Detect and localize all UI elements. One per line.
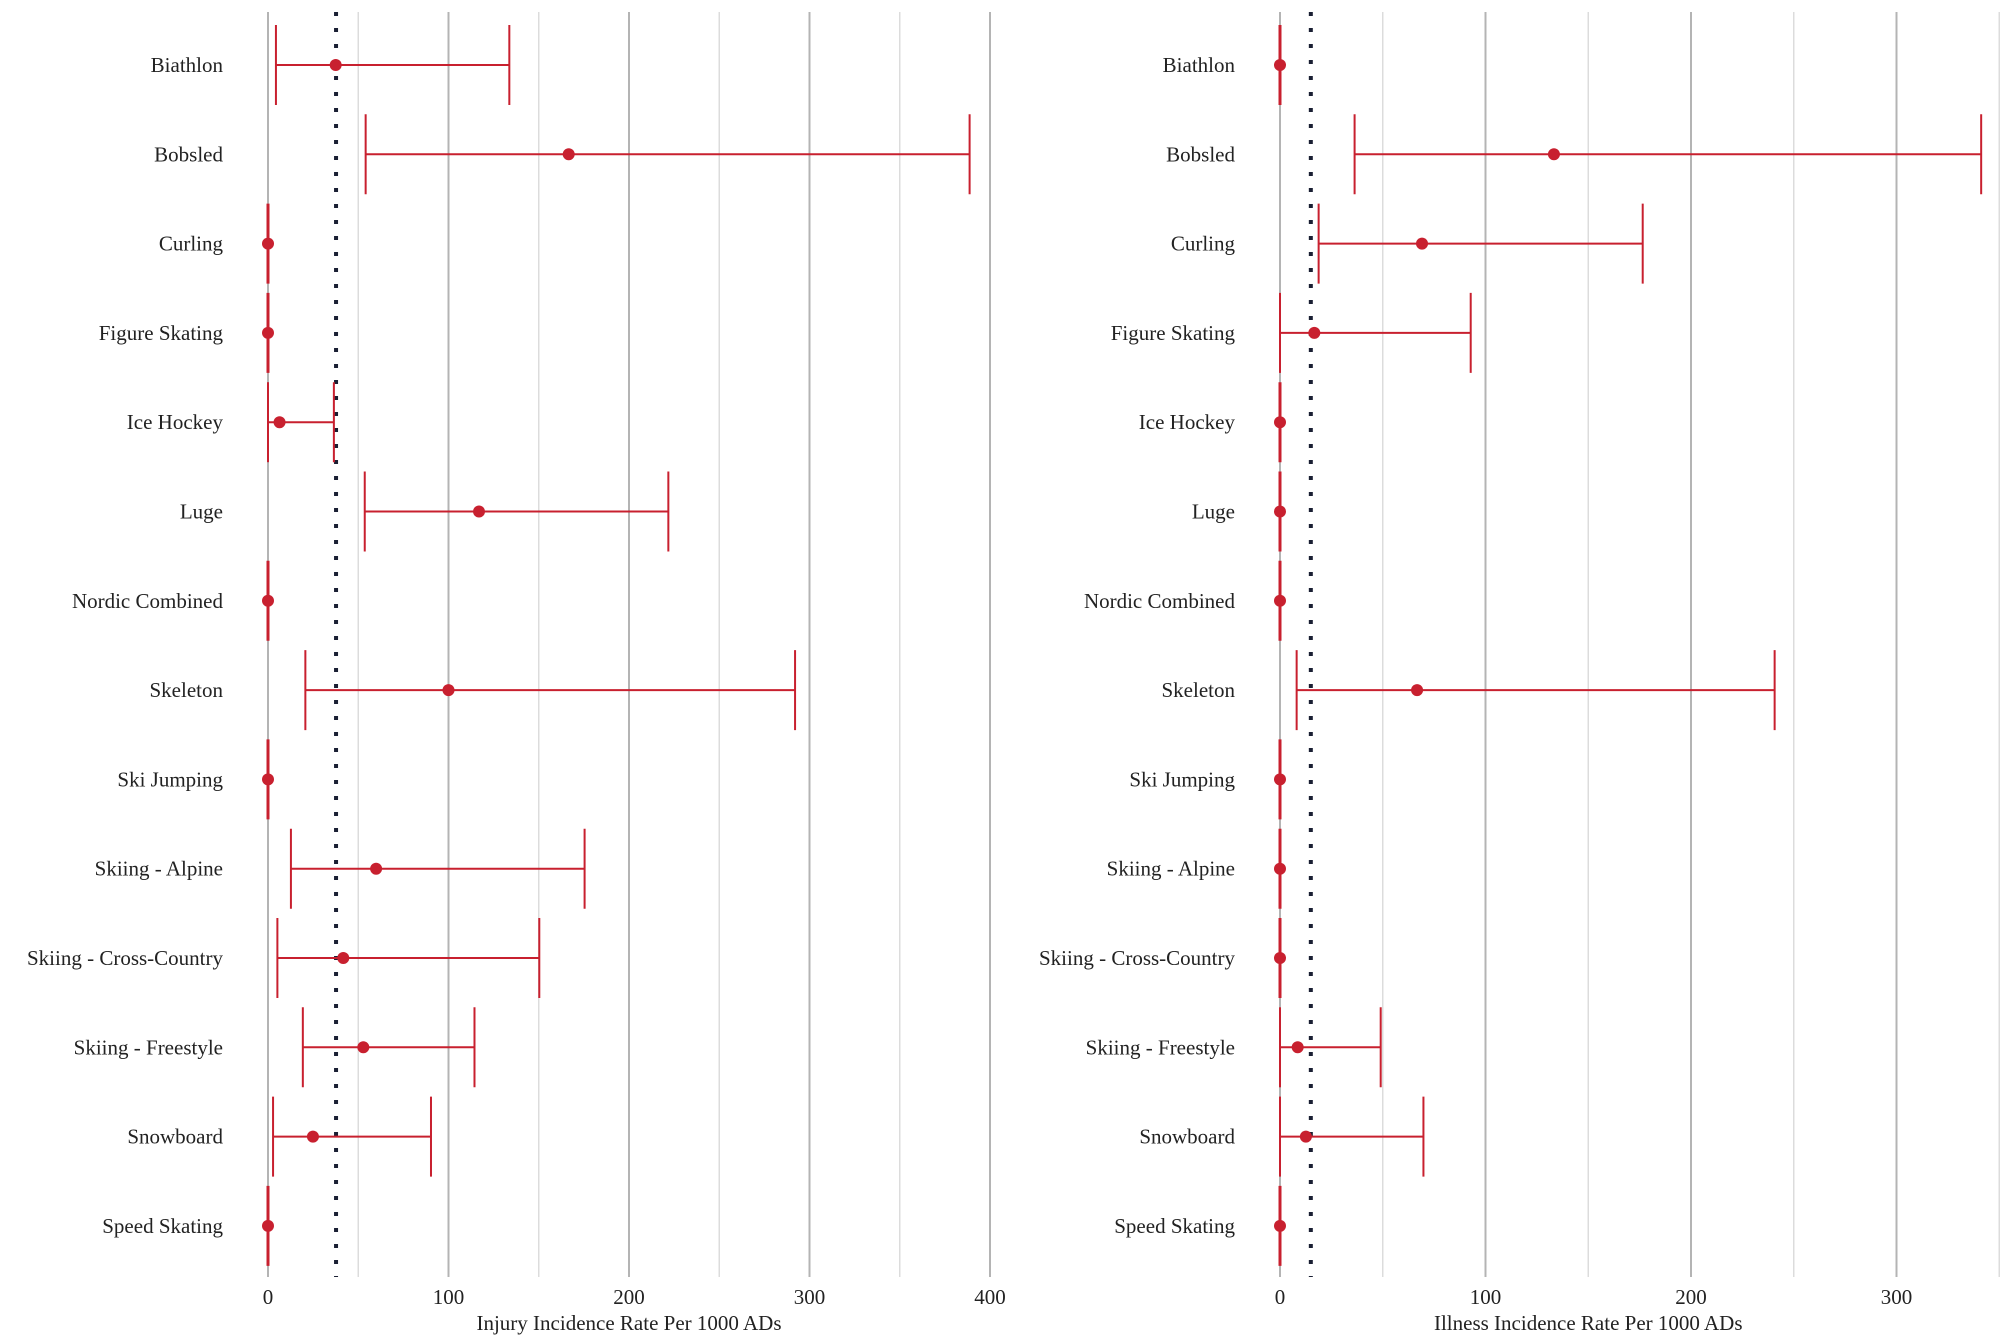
panel-injury: 0 100 200 300 400 Biathlon Bobsled Curling Figur… <box>27 12 1006 1335</box>
category-label: Speed Skating <box>102 1214 223 1238</box>
point-estimate <box>1299 1130 1312 1143</box>
point-estimate <box>1308 326 1321 339</box>
point-estimate <box>262 594 274 607</box>
x-tick-label: 200 <box>613 1285 645 1309</box>
x-tick-label: 100 <box>1470 1285 1502 1309</box>
x-tick-label: 300 <box>1881 1285 1913 1309</box>
point-estimate <box>1274 505 1286 518</box>
category-label: Curling <box>1171 232 1236 256</box>
point-estimate <box>337 952 350 964</box>
point-estimate <box>1291 1041 1304 1054</box>
point-estimate <box>1547 148 1560 161</box>
category-label: Biathlon <box>151 53 224 77</box>
point-estimate <box>370 862 383 875</box>
point-estimate <box>1416 237 1429 250</box>
category-label: Biathlon <box>1163 53 1236 77</box>
category-label: Curling <box>159 232 224 256</box>
category-label: Skeleton <box>1162 678 1236 702</box>
point-estimate <box>262 773 274 786</box>
x-axis-title: Illness Incidence Rate Per 1000 ADs <box>1434 1311 1743 1335</box>
point-estimate <box>262 237 274 250</box>
x-tick-label: 300 <box>794 1285 826 1309</box>
x-axis-title: Injury Incidence Rate Per 1000 ADs <box>476 1311 781 1335</box>
point-estimate <box>273 416 286 429</box>
category-label: Skiing - Freestyle <box>74 1035 223 1059</box>
category-label: Ski Jumping <box>1129 767 1235 791</box>
point-estimate <box>1411 684 1424 697</box>
point-estimate <box>1274 1219 1286 1232</box>
category-label: Ski Jumping <box>117 767 223 791</box>
category-label: Nordic Combined <box>72 589 224 613</box>
category-label: Figure Skating <box>99 321 224 345</box>
point-estimate <box>306 1130 319 1143</box>
point-estimate <box>442 684 455 697</box>
category-label: Figure Skating <box>1111 321 1236 345</box>
category-label: Luge <box>180 500 223 524</box>
category-label: Luge <box>1192 500 1235 524</box>
category-label: Skeleton <box>150 678 224 702</box>
panel-illness: 0 100 200 300 Biathlon Bobsled Curling Figure S… <box>1039 12 2000 1335</box>
point-estimate <box>1274 952 1286 964</box>
category-label: Skiing - Freestyle <box>1086 1035 1235 1059</box>
category-label: Ice Hockey <box>127 410 224 434</box>
point-estimate <box>262 326 274 339</box>
point-estimate <box>562 148 575 161</box>
category-label: Nordic Combined <box>1084 589 1236 613</box>
category-label: Snowboard <box>127 1125 223 1149</box>
category-label: Speed Skating <box>1114 1214 1235 1238</box>
x-tick-label: 200 <box>1675 1285 1707 1309</box>
x-tick-label: 100 <box>433 1285 465 1309</box>
x-tick-label: 0 <box>263 1285 274 1309</box>
category-label: Ice Hockey <box>1139 410 1236 434</box>
category-label: Skiing - Alpine <box>1107 857 1235 881</box>
point-estimate <box>1274 59 1286 71</box>
x-tick-label: 0 <box>1275 1285 1286 1309</box>
point-estimate <box>329 59 342 71</box>
category-label: Skiing - Cross-Country <box>1039 946 1236 970</box>
category-label: Skiing - Cross-Country <box>27 946 224 970</box>
point-estimate <box>1274 773 1286 786</box>
x-tick-label: 400 <box>974 1285 1006 1309</box>
point-estimate <box>1274 594 1286 607</box>
point-estimate <box>473 505 486 518</box>
category-label: Bobsled <box>154 142 223 166</box>
point-estimate <box>1274 862 1286 875</box>
point-estimate <box>357 1041 370 1054</box>
point-estimate <box>262 1219 274 1232</box>
category-label: Skiing - Alpine <box>95 857 223 881</box>
point-estimate <box>1274 416 1286 429</box>
category-label: Snowboard <box>1139 1125 1235 1149</box>
category-label: Bobsled <box>1166 142 1235 166</box>
